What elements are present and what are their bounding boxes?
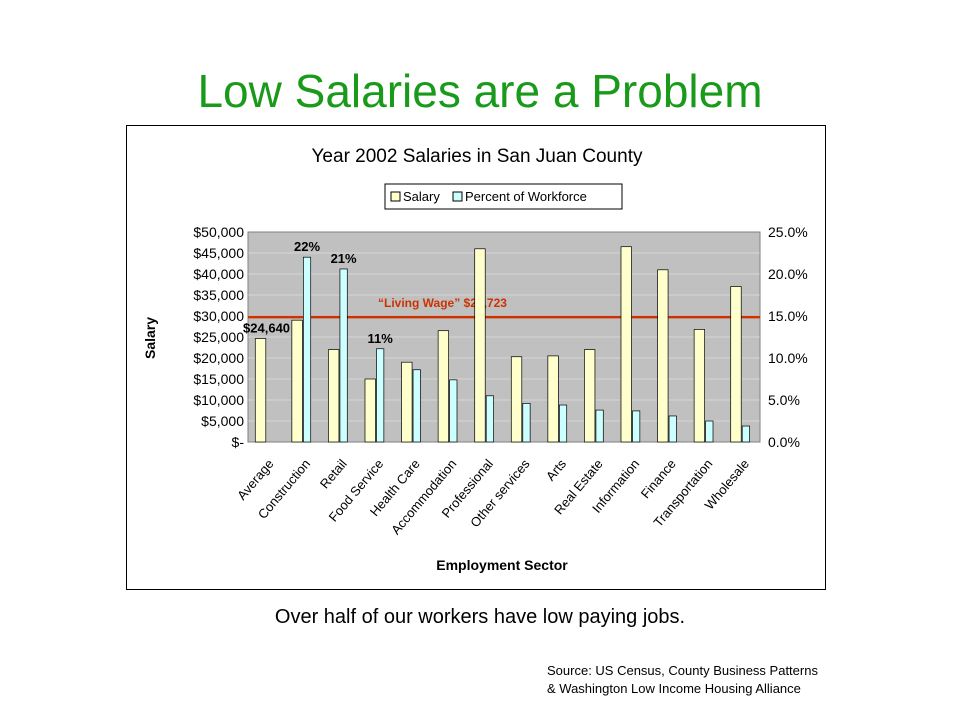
salary-bar: [401, 361, 413, 443]
percent-bar: [449, 379, 458, 443]
salary-bar: [657, 269, 669, 443]
left-tick-label: $30,000: [193, 308, 244, 324]
source-line-2: & Washington Low Income Housing Alliance: [547, 681, 801, 696]
category-tick-label: Arts: [543, 456, 570, 484]
percent-bar: [412, 369, 421, 443]
salary-bar: [584, 349, 596, 443]
x-axis-label: Employment Sector: [436, 557, 568, 573]
salary-bar: [510, 356, 523, 443]
right-tick-label: 5.0%: [768, 392, 800, 408]
left-tick-label: $40,000: [193, 266, 244, 282]
chart-container: Year 2002 Salaries in San Juan County Sa…: [126, 125, 826, 590]
left-tick-label: $45,000: [193, 245, 244, 261]
left-tick-label: $25,000: [193, 329, 244, 345]
percent-bar: [595, 409, 604, 443]
chart-legend: Salary Percent of Workforce: [384, 183, 623, 210]
left-tick-label: $-: [232, 434, 245, 450]
legend-swatch-percent: [452, 191, 463, 202]
data-label: 11%: [368, 331, 394, 346]
left-tick-label: $20,000: [193, 350, 244, 366]
left-tick-label: $35,000: [193, 287, 244, 303]
salary-chart: Year 2002 Salaries in San Juan County Sa…: [142, 146, 808, 573]
legend-label-salary: Salary: [403, 189, 440, 204]
chart-title: Year 2002 Salaries in San Juan County: [312, 146, 643, 167]
category-tick-label: Retail: [317, 456, 350, 491]
right-tick-label: 10.0%: [768, 350, 808, 366]
salary-bar: [474, 248, 486, 443]
percent-bar: [339, 268, 348, 443]
salary-bar: [328, 349, 340, 443]
data-label: 22%: [294, 239, 320, 254]
salary-bar: [730, 286, 742, 443]
salary-bar: [620, 246, 632, 443]
percent-bar: [559, 404, 568, 443]
source-line-1: Source: US Census, County Business Patte…: [547, 663, 818, 678]
right-tick-label: 20.0%: [768, 266, 808, 282]
salary-bar: [437, 330, 449, 443]
percent-bar: [668, 415, 677, 443]
percent-bar: [632, 410, 641, 443]
left-tick-label: $15,000: [193, 371, 244, 387]
y-axis-label: Salary: [142, 317, 158, 359]
percent-bar: [303, 256, 312, 443]
category-tick-label: Accommodation: [388, 456, 459, 537]
legend-swatch-salary: [390, 191, 401, 202]
source-note: Source: US Census, County Business Patte…: [547, 662, 818, 698]
bar-marks: [254, 246, 750, 443]
slide-title: Low Salaries are a Problem: [197, 65, 763, 117]
salary-bar: [291, 319, 303, 443]
living-wage-label: “Living Wage” $29,723: [378, 296, 507, 310]
right-tick-label: 15.0%: [768, 308, 808, 324]
caption: Over half of our workers have low paying…: [274, 606, 686, 628]
percent-bar: [741, 425, 750, 443]
right-axis-ticks: 0.0% 5.0% 10.0% 15.0% 20.0% 25.0%: [768, 224, 808, 450]
data-annotations: $24,640 22% 21% 11%: [243, 239, 393, 346]
right-tick-label: 0.0%: [768, 434, 800, 450]
legend-box: [384, 183, 623, 210]
data-label: $24,640: [243, 321, 290, 336]
data-label: 21%: [331, 251, 357, 266]
percent-bar: [705, 420, 714, 443]
left-tick-label: $10,000: [193, 392, 244, 408]
percent-bar: [485, 395, 494, 443]
salary-bar: [364, 378, 376, 443]
salary-bar: [254, 338, 267, 443]
legend-label-percent: Percent of Workforce: [465, 189, 587, 204]
salary-bar: [693, 329, 705, 443]
percent-bar: [522, 403, 531, 443]
left-tick-label: $5,000: [201, 413, 244, 429]
left-axis-ticks: $- $5,000 $10,000 $15,000 $20,000 $25,000 $30,…: [193, 224, 244, 450]
right-tick-label: 25.0%: [768, 224, 808, 240]
salary-bar: [547, 355, 559, 443]
percent-bar: [376, 348, 385, 443]
left-tick-label: $50,000: [193, 224, 244, 240]
